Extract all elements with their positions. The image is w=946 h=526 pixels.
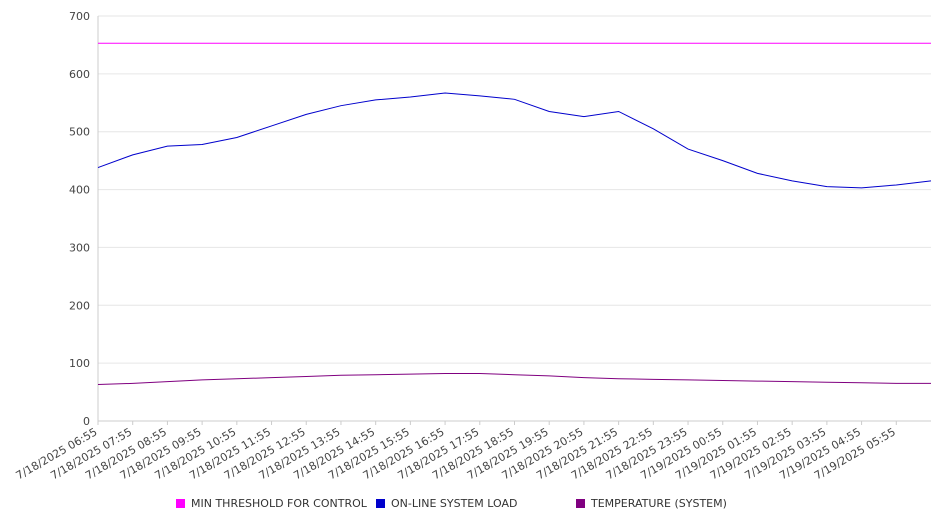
y-axis-ticks: 0 100 200 300 400 500 600 700 xyxy=(69,10,90,428)
y-tick-label: 300 xyxy=(69,241,90,254)
y-tick-label: 200 xyxy=(69,299,90,312)
series-line-2 xyxy=(97,373,931,386)
y-tick-label: 600 xyxy=(69,68,90,81)
series-line-1 xyxy=(97,92,932,189)
legend-swatch-system-load xyxy=(376,499,385,508)
legend-label-system-load: ON-LINE SYSTEM LOAD xyxy=(391,497,518,510)
grid-lines xyxy=(98,15,931,364)
legend-item-temperature[interactable]: TEMPERATURE (SYSTEM) xyxy=(576,497,727,510)
legend-item-threshold[interactable]: MIN THRESHOLD FOR CONTROL xyxy=(176,497,367,510)
y-tick-label: 700 xyxy=(69,10,90,23)
x-axis-ticks: 7/18/2025 06:557/18/2025 07:557/18/2025 … xyxy=(14,421,898,482)
legend-swatch-temperature xyxy=(576,499,585,508)
legend-swatch-threshold xyxy=(176,499,185,508)
legend-item-system-load[interactable]: ON-LINE SYSTEM LOAD xyxy=(376,497,517,510)
line-chart: 0 100 200 300 400 500 600 700 7/18/2025 06:557/… xyxy=(14,10,932,482)
legend-label-threshold: MIN THRESHOLD FOR CONTROL xyxy=(191,497,367,510)
chart-axes xyxy=(97,16,931,422)
y-tick-label: 0 xyxy=(83,415,90,428)
chart-legend: MIN THRESHOLD FOR CONTROL ON-LINE SYSTEM… xyxy=(0,497,946,517)
series-lines xyxy=(97,42,932,386)
legend-label-temperature: TEMPERATURE (SYSTEM) xyxy=(591,497,727,510)
y-tick-label: 100 xyxy=(69,357,90,370)
y-tick-label: 400 xyxy=(69,184,90,197)
y-tick-label: 500 xyxy=(69,126,90,139)
